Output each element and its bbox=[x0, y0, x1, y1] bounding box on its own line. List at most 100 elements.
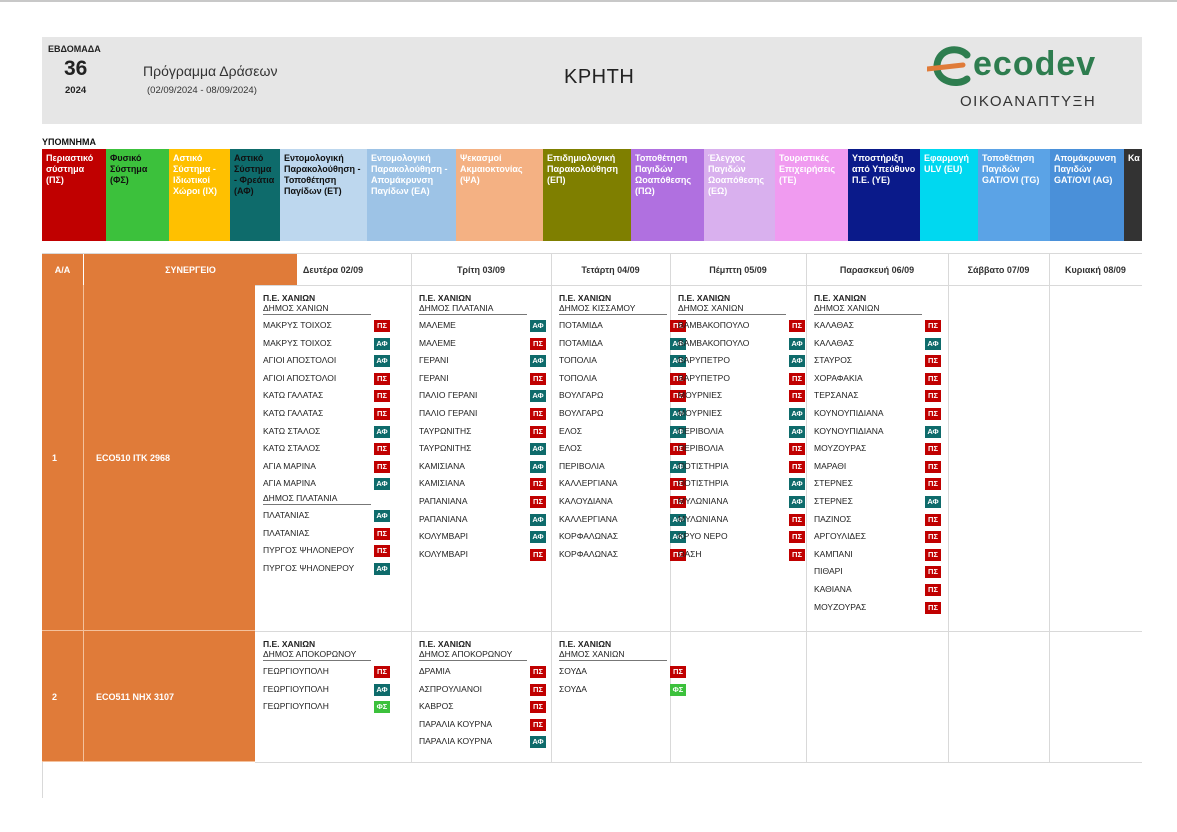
location-entry: ΚΟΡΦΑΛΩΝΑΣ ΠΣ bbox=[559, 546, 686, 564]
col-team-header: ΣΥΝΕΡΓΕΙΟ bbox=[84, 254, 297, 285]
activity-badge: ΠΣ bbox=[925, 583, 941, 596]
location-name: ΚΟΡΦΑΛΩΝΑΣ bbox=[559, 531, 618, 542]
row-team-cell bbox=[84, 285, 255, 631]
location-name: ΚΟΥΝΟΥΠΙΔΙΑΝΑ bbox=[814, 425, 884, 436]
location-name: ΜΑΡΑΘΙ bbox=[814, 460, 847, 471]
day-cell: Π.Ε. ΧΑΝΙΩΝ ΔΗΜΟΣ ΧΑΝΙΩΝ ΜΑΚΡΥΣ ΤΟΙΧΟΣ ΠΣ ΜΑ… bbox=[263, 293, 390, 577]
location-name: ΤΟΠΟΛΙΑ bbox=[559, 372, 597, 383]
grid-line bbox=[411, 254, 412, 762]
activity-badge: ΠΣ bbox=[925, 407, 941, 420]
location-entry: ΚΟΛΥΜΒΑΡΙ ΑΦ bbox=[419, 528, 546, 546]
location-name: ΠΥΡΓΟΣ ΨΗΛΟΝΕΡΟΥ bbox=[263, 545, 355, 556]
grid-line bbox=[255, 762, 1142, 763]
grid-line bbox=[670, 254, 671, 762]
location-entry: ΑΓΙΟΙ ΑΠΟΣΤΟΛΟΙ ΑΦ bbox=[263, 352, 390, 370]
location-name: ΚΑΜΠΑΝΙ bbox=[814, 548, 853, 559]
location-entry: ΜΑΚΡΥΣ ΤΟΙΧΟΣ ΠΣ bbox=[263, 317, 390, 335]
location-entry: ΠΕΡΙΒΟΛΙΑ ΠΣ bbox=[678, 440, 805, 458]
activity-badge: ΑΦ bbox=[374, 425, 390, 438]
location-entry: ΒΑΡΥΠΕΤΡΟ ΠΣ bbox=[678, 370, 805, 388]
grid-line bbox=[255, 285, 1142, 286]
location-entry: ΒΑΜΒΑΚΟΠΟΥΛΟ ΑΦ bbox=[678, 335, 805, 353]
location-entry: ΚΑΜΠΑΝΙ ΠΣ bbox=[814, 546, 941, 564]
activity-badge: ΑΦ bbox=[670, 355, 686, 368]
day-header: Τρίτη 03/09 bbox=[456, 264, 506, 275]
location-entry: ΡΑΠΑΝΙΑΝΑ ΑΦ bbox=[419, 511, 546, 529]
location-entry: ΚΑΜΙΣΙΑΝΑ ΑΦ bbox=[419, 458, 546, 476]
location-entry: ΠΥΡΓΟΣ ΨΗΛΟΝΕΡΟΥ ΠΣ bbox=[263, 542, 390, 560]
location-entry: ΠΙΘΑΡΙ ΠΣ bbox=[814, 563, 941, 581]
activity-badge: ΠΣ bbox=[530, 548, 546, 561]
location-entry: ΑΓΙΑ ΜΑΡΙΝΑ ΠΣ bbox=[263, 458, 390, 476]
activity-badge: ΠΣ bbox=[925, 355, 941, 368]
grid-line bbox=[42, 253, 1142, 254]
location-name: ΚΟΥΝΟΥΠΙΔΙΑΝΑ bbox=[814, 407, 884, 418]
location-name: ΑΓΙΟΙ ΑΠΟΣΤΟΛΟΙ bbox=[263, 355, 337, 366]
activity-badge: ΠΣ bbox=[530, 701, 546, 713]
grid-line bbox=[1049, 254, 1050, 762]
location-name: ΠΥΡΓΟΣ ΨΗΛΟΝΕΡΟΥ bbox=[263, 562, 355, 573]
regional-unit-heading: Π.Ε. ΧΑΝΙΩΝ bbox=[559, 639, 612, 649]
location-name: ΑΡΓΟΥΛΙΔΕΣ bbox=[814, 531, 867, 542]
activity-badge: ΠΣ bbox=[670, 495, 686, 508]
location-entry: ΒΑΜΒΑΚΟΠΟΥΛΟ ΠΣ bbox=[678, 317, 805, 335]
activity-badge: ΠΣ bbox=[374, 545, 390, 558]
activity-badge: ΑΦ bbox=[530, 531, 546, 544]
location-name: ΠΟΤΑΜΙΔΑ bbox=[559, 320, 603, 330]
location-entry: ΚΑΤΩ ΣΤΑΛΟΣ ΠΣ bbox=[263, 440, 390, 458]
location-entry: ΠΑΡΑΛΙΑ ΚΟΥΡΝΑ ΠΣ bbox=[419, 716, 546, 734]
activity-badge: ΦΣ bbox=[374, 701, 390, 713]
location-entry: ΣΤΑΥΡΟΣ ΠΣ bbox=[814, 352, 941, 370]
activity-badge: ΠΣ bbox=[374, 372, 390, 385]
location-name: ΚΑΛΛΕΡΓΙΑΝΑ bbox=[559, 513, 618, 524]
location-name: ΚΟΛΥΜΒΑΡΙ bbox=[419, 548, 469, 559]
activity-badge: ΑΦ bbox=[789, 407, 805, 420]
location-entry: ΠΑΛΙΟ ΓΕΡΑΝΙ ΑΦ bbox=[419, 387, 546, 405]
grid-line bbox=[806, 254, 807, 762]
location-name: ΧΟΡΑΦΑΚΙΑ bbox=[814, 372, 863, 383]
location-name: ΣΤΕΡΝΕΣ bbox=[814, 495, 853, 506]
location-entry: ΚΑΤΩ ΓΑΛΑΤΑΣ ΠΣ bbox=[263, 387, 390, 405]
location-entry: ΜΟΥΖΟΥΡΑΣ ΠΣ bbox=[814, 440, 941, 458]
activity-badge: ΑΦ bbox=[374, 562, 390, 575]
location-name: ΚΑΜΙΣΙΑΝΑ bbox=[419, 478, 465, 489]
day-header: Τετάρτη 04/09 bbox=[581, 264, 640, 275]
activity-badge: ΠΣ bbox=[789, 390, 805, 403]
page-header: ΕΒΔΟΜΑΔΑ 36 2024 Πρόγραμμα Δράσεων (02/0… bbox=[42, 37, 1142, 124]
location-name: ΠΕΡΙΒΟΛΙΑ bbox=[678, 425, 724, 436]
activity-badge: ΠΣ bbox=[530, 495, 546, 508]
date-range: (02/09/2024 - 08/09/2024) bbox=[147, 85, 257, 96]
location-entry: ΧΟΡΑΦΑΚΙΑ ΠΣ bbox=[814, 370, 941, 388]
activity-badge: ΑΦ bbox=[925, 425, 941, 438]
activity-badge: ΑΦ bbox=[530, 460, 546, 473]
municipality-heading: ΔΗΜΟΣ ΠΛΑΤΑΝΙΑ bbox=[263, 493, 371, 505]
activity-badge: ΠΣ bbox=[925, 460, 941, 473]
row-team-cell bbox=[84, 631, 255, 762]
location-entry: ΠΕΡΙΒΟΛΙΑ ΑΦ bbox=[678, 423, 805, 441]
activity-badge: ΠΣ bbox=[530, 425, 546, 438]
location-entry: ΜΑΛΕΜΕ ΑΦ bbox=[419, 317, 546, 335]
location-name: ΚΑΜΙΣΙΑΝΑ bbox=[419, 460, 465, 471]
location-entry: ΠΟΤΑΜΙΔΑ ΠΣ bbox=[559, 317, 686, 335]
location-entry: ΚΑΛΑΘΑΣ ΑΦ bbox=[814, 335, 941, 353]
location-name: ΒΟΥΛΓΑΡΩ bbox=[559, 407, 604, 418]
activity-badge: ΠΣ bbox=[374, 320, 390, 332]
location-entry: ΚΟΥΝΟΥΠΙΔΙΑΝΑ ΠΣ bbox=[814, 405, 941, 423]
team-name: ECO511 ΝΗΧ 3107 bbox=[96, 691, 175, 702]
grid-line bbox=[551, 254, 552, 762]
municipality-heading: ΔΗΜΟΣ ΧΑΝΙΩΝ bbox=[814, 303, 922, 315]
municipality-heading: ΔΗΜΟΣ ΧΑΝΙΩΝ bbox=[559, 649, 667, 661]
location-name: ΚΡΥΟ ΝΕΡΟ bbox=[678, 531, 728, 542]
row-separator bbox=[42, 761, 255, 762]
grid-line bbox=[255, 631, 1142, 632]
activity-badge: ΠΣ bbox=[789, 513, 805, 526]
day-header: Παρασκευή 06/09 bbox=[839, 264, 915, 275]
legend-item: Κα έλ (Κ) bbox=[1124, 149, 1142, 241]
day-cell: Π.Ε. ΧΑΝΙΩΝ ΔΗΜΟΣ ΚΙΣΣΑΜΟΥ ΠΟΤΑΜΙΔΑ ΠΣ ΠΟΤΑΜ… bbox=[559, 293, 686, 563]
activity-badge: ΠΣ bbox=[374, 527, 390, 540]
activity-badge: ΠΣ bbox=[925, 443, 941, 456]
location-name: ΠΟΤΑΜΙΔΑ bbox=[559, 337, 603, 348]
regional-unit-heading: Π.Ε. ΧΑΝΙΩΝ bbox=[814, 293, 867, 303]
location-name: ΚΟΛΥΜΒΑΡΙ bbox=[419, 531, 469, 542]
legend-item: Έλεγχος Παγιδών Ωοαπόθεσης (ΕΩ) bbox=[704, 149, 775, 241]
